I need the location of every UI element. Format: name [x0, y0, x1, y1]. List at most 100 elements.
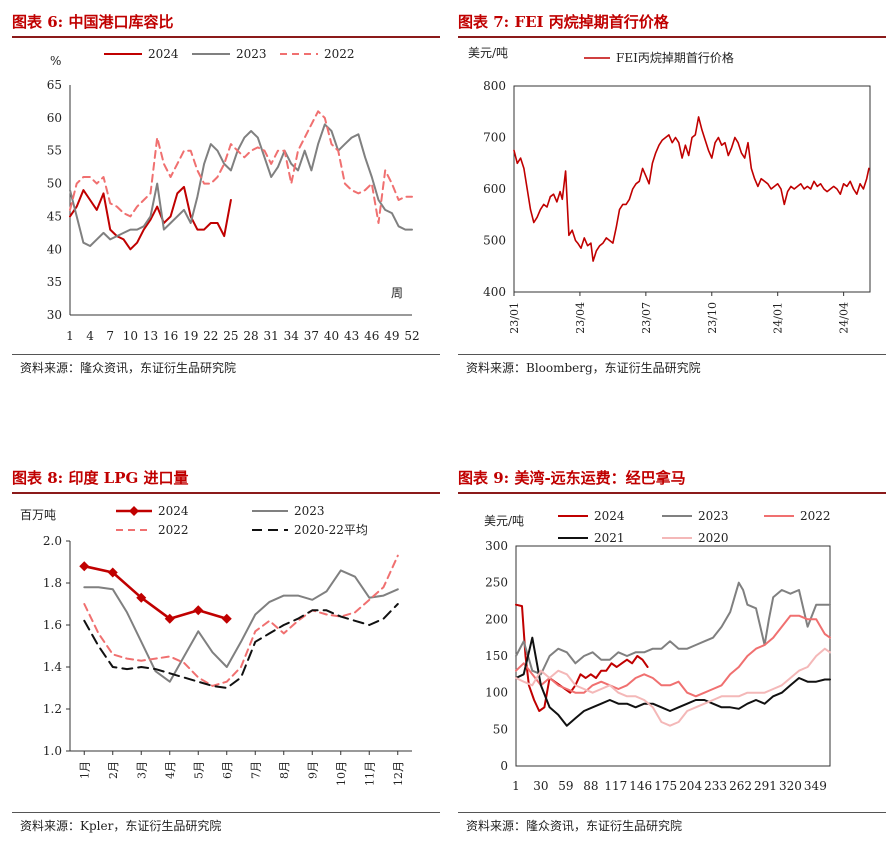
x-tick-label-1: 1: [512, 779, 520, 793]
x-tick-label-5: 5月: [192, 761, 205, 779]
panel-title: 图表 9: 美湾-远东运费：经巴拿马: [458, 467, 686, 488]
y-tick-label-45: 45: [47, 209, 62, 223]
figure-title: 美湾-远东运费：经巴拿马: [514, 469, 686, 487]
x-tick-label-30: 30: [533, 779, 548, 793]
chart-fei-propane: 400 500 600 700 800 23/01 23/04 23/07 23/10 24/01…: [468, 46, 871, 334]
data-point-2024-3: [136, 592, 147, 603]
source-rule: [12, 812, 440, 813]
x-tick-label-6: 6月: [221, 761, 234, 779]
y-tick-label-50: 50: [47, 177, 62, 191]
figure-number: 图表 7:: [458, 13, 510, 31]
panel-title: 图表 7: FEI 丙烷掉期首行价格: [458, 11, 669, 32]
y-axis-label: %: [50, 54, 61, 68]
x-tick-label-37: 37: [304, 329, 319, 343]
source-note: 资料来源：Kpler，东证衍生品研究院: [20, 819, 222, 833]
y-tick-label-30: 30: [47, 308, 62, 322]
source-note: 资料来源：Bloomberg，东证衍生品研究院: [466, 361, 701, 375]
legend-label-2021: 2021: [594, 531, 625, 545]
y-tick-label-500: 500: [483, 234, 506, 248]
panel-port-ratio: 图表 6: 中国港口库容比 30 35 40 45 50 55 60 65 1 4 7 10 13 16 1…: [12, 10, 440, 390]
y-tick-label-1-8: 1.8: [43, 576, 62, 590]
y-tick-label-55: 55: [47, 144, 62, 158]
x-tick-label-2: 2月: [107, 761, 120, 779]
title-rule: [458, 492, 886, 494]
y-tick-label-1-6: 1.6: [43, 618, 62, 632]
x-tick-label-233: 233: [704, 779, 727, 793]
x-tick-label-40: 40: [324, 329, 339, 343]
legend-label-2024: 2024: [158, 504, 189, 518]
series-line-2022: [515, 614, 831, 698]
legend-label-FEI: FEI丙烷掉期首行价格: [616, 50, 734, 65]
panel-fei-propane: 图表 7: FEI 丙烷掉期首行价格 400 500 600 700 800 23/01 2…: [458, 10, 886, 390]
x-tick-label-23-01: 23/01: [508, 302, 521, 334]
source-rule: [12, 354, 440, 355]
series-line-2023: [69, 123, 413, 247]
legend-label-2020-22: 2020-22平均: [294, 523, 368, 537]
source-rule: [458, 354, 886, 355]
y-tick-label-2-0: 2.0: [43, 534, 62, 548]
x-tick-label-24-01: 24/01: [772, 302, 785, 334]
data-point-2024-2: [107, 567, 118, 578]
legend-label-2020: 2020: [698, 531, 729, 545]
y-tick-label-0: 0: [500, 759, 508, 773]
legend-label-2024: 2024: [594, 509, 625, 523]
x-tick-label-23-07: 23/07: [640, 302, 653, 334]
y-tick-label-300: 300: [485, 539, 508, 553]
x-tick-label-34: 34: [284, 329, 300, 343]
x-tick-label-349: 349: [804, 779, 827, 793]
x-tick-label-22: 22: [203, 329, 218, 343]
y-tick-label-50: 50: [493, 722, 508, 736]
x-tick-label-262: 262: [729, 779, 752, 793]
source-note: 资料来源：隆众资讯，东证衍生品研究院: [20, 361, 237, 375]
y-tick-label-1-2: 1.2: [43, 702, 62, 716]
x-tick-label-88: 88: [583, 779, 598, 793]
x-tick-label-4: 4月: [164, 761, 177, 779]
x-tick-label-175: 175: [654, 779, 677, 793]
legend-label-2023: 2023: [236, 47, 267, 61]
panel-title: 图表 8: 印度 LPG 进口量: [12, 467, 189, 488]
y-tick-label-200: 200: [485, 612, 508, 626]
x-tick-label-1: 1: [66, 329, 74, 343]
source-rule: [458, 812, 886, 813]
x-tick-label-9: 9月: [306, 761, 319, 779]
x-tick-label-23-04: 23/04: [574, 302, 587, 334]
x-tick-label-117: 117: [604, 779, 627, 793]
figure-number: 图表 8:: [12, 469, 64, 487]
source-note: 资料来源：隆众资讯，东证衍生品研究院: [466, 819, 683, 833]
x-tick-label-59: 59: [558, 779, 573, 793]
y-tick-label-35: 35: [47, 275, 62, 289]
x-tick-label-3: 3月: [135, 761, 148, 779]
y-tick-label-250: 250: [485, 576, 508, 590]
x-tick-label-13: 13: [143, 329, 158, 343]
x-tick-label-8: 8月: [278, 761, 291, 779]
x-tick-label-12: 12月: [392, 761, 405, 786]
x-tick-label-146: 146: [629, 779, 652, 793]
x-tick-label-16: 16: [163, 329, 178, 343]
x-tick-label-10: 10: [123, 329, 138, 343]
legend-label-2022: 2022: [800, 509, 831, 523]
series-line-2022: [83, 554, 399, 687]
data-point-2024-6: [221, 613, 232, 624]
x-tick-label-28: 28: [243, 329, 258, 343]
x-tick-label-7: 7月: [249, 761, 262, 779]
x-tick-label-1: 1月: [78, 761, 91, 779]
figure-number: 图表 9:: [458, 469, 510, 487]
y-tick-label-150: 150: [485, 649, 508, 663]
x-tick-label-7: 7: [106, 329, 114, 343]
x-tick-label-11: 11月: [363, 761, 376, 786]
title-rule: [12, 492, 440, 494]
x-tick-label-49: 49: [384, 329, 399, 343]
figure-title: 印度 LPG 进口量: [68, 469, 189, 487]
chart-india-lpg: 1.0 1.2 1.4 1.6 1.8 2.0 1月 2月 3月 4月 5月 6月 7月 8月 9月 10月 1…: [20, 504, 412, 786]
x-axis-label: 周: [391, 286, 403, 300]
y-axis-label: 百万吨: [20, 508, 56, 522]
x-tick-label-52: 52: [404, 329, 419, 343]
y-tick-label-400: 400: [483, 285, 506, 299]
y-axis-label: 美元/吨: [468, 46, 508, 60]
chart-freight: 0 50 100 150 200 250 300 1 30 59 88 117 146 175 204 233…: [484, 509, 831, 793]
x-tick-label-320: 320: [779, 779, 802, 793]
series-line-FEI: [513, 116, 870, 262]
y-tick-label-1-0: 1.0: [43, 744, 62, 758]
title-rule: [12, 36, 440, 38]
x-tick-label-23-10: 23/10: [706, 302, 719, 334]
